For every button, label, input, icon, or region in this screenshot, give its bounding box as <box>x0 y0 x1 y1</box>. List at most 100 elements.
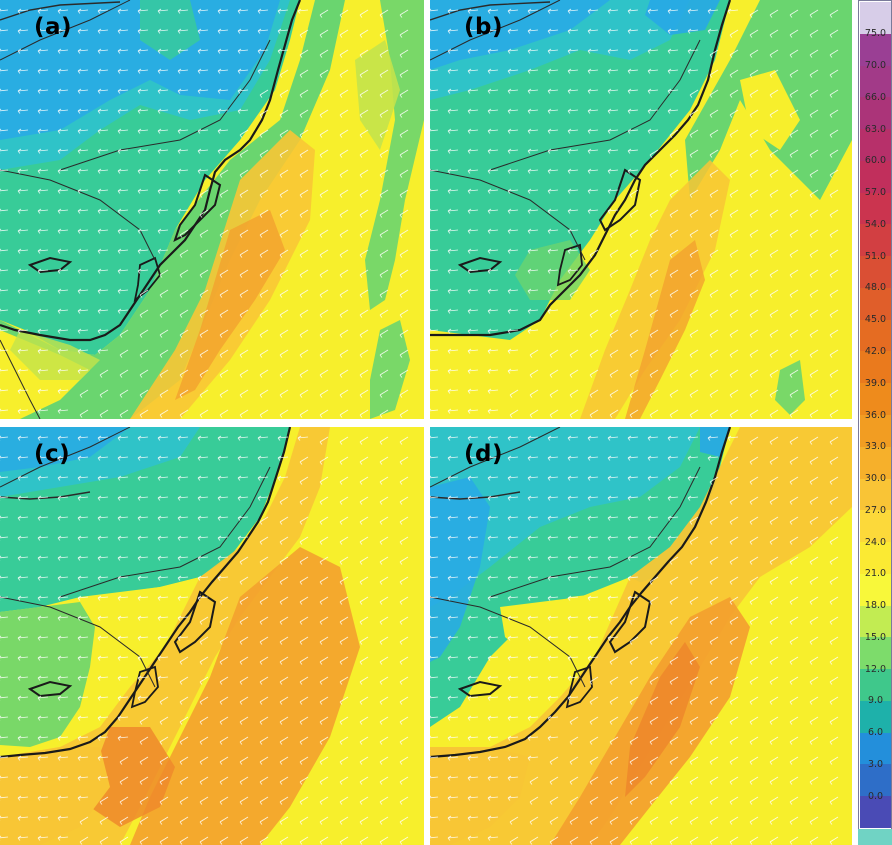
wind-arrow <box>669 229 679 238</box>
wind-arrow <box>829 756 839 765</box>
wind-arrow <box>467 368 479 374</box>
wind-arrow <box>159 389 169 398</box>
wind-arrow <box>587 535 599 541</box>
colorbar-tick-label: 24.0 <box>864 536 887 548</box>
wind-arrow <box>527 455 539 461</box>
wind-arrow <box>689 656 699 665</box>
wind-arrow <box>319 676 329 685</box>
wind-arrow <box>789 129 799 138</box>
wind-arrow <box>0 535 9 541</box>
wind-arrow <box>647 48 659 54</box>
wind-arrow <box>139 329 149 338</box>
wind-arrow <box>829 776 839 785</box>
wind-arrow <box>829 676 839 685</box>
wind-arrow <box>547 8 559 14</box>
wind-arrow <box>239 389 249 398</box>
wind-arrow <box>649 736 659 745</box>
wind-arrow <box>467 595 479 601</box>
wind-arrow <box>547 308 559 314</box>
wind-arrow <box>359 349 369 358</box>
wind-arrow <box>430 475 439 481</box>
wind-arrow <box>629 716 639 725</box>
wind-arrow <box>609 736 619 745</box>
wind-arrow <box>279 776 289 785</box>
wind-arrow <box>379 229 389 238</box>
wind-arrow <box>259 229 269 238</box>
wind-arrow <box>399 69 409 78</box>
wind-arrow <box>399 169 409 178</box>
wind-arrow <box>547 208 559 214</box>
wind-arrow <box>339 616 349 625</box>
wind-arrow <box>789 796 799 805</box>
wind-arrow <box>507 455 519 461</box>
wind-arrow <box>749 369 759 378</box>
wind-arrow <box>379 249 389 258</box>
wind-arrow <box>57 775 69 781</box>
wind-arrow <box>117 308 129 314</box>
wind-arrow <box>359 369 369 378</box>
wind-arrow <box>179 716 189 725</box>
wind-arrow <box>379 676 389 685</box>
wind-arrow <box>17 388 29 394</box>
wind-arrow <box>37 475 49 481</box>
colorbar-tick-label: 0.0 <box>867 790 884 802</box>
wind-arrow <box>279 289 289 298</box>
wind-arrow <box>139 289 149 298</box>
wind-arrow <box>669 189 679 198</box>
wind-arrow <box>219 209 229 218</box>
wind-arrow <box>607 555 619 561</box>
wind-arrow <box>0 368 9 374</box>
wind-arrow <box>567 108 579 114</box>
wind-arrow <box>339 556 349 565</box>
wind-arrow <box>809 89 819 98</box>
wind-arrow <box>487 348 499 354</box>
wind-arrow <box>0 455 9 461</box>
wind-arrow <box>649 309 659 318</box>
wind-arrow <box>217 68 229 74</box>
wind-arrow <box>77 288 89 294</box>
wind-arrow <box>299 636 309 645</box>
wind-arrow <box>789 636 799 645</box>
wind-arrow <box>569 756 579 765</box>
wind-arrow <box>157 68 169 74</box>
wind-arrow <box>139 349 149 358</box>
wind-arrow <box>239 696 249 705</box>
wind-arrow <box>749 636 759 645</box>
wind-arrow <box>447 575 459 581</box>
wind-arrow <box>789 616 799 625</box>
wind-arrow <box>57 8 69 14</box>
wind-arrow <box>279 756 289 765</box>
wind-arrow <box>709 329 719 338</box>
wind-arrow <box>749 796 759 805</box>
wind-arrow <box>179 369 189 378</box>
wind-arrow <box>589 409 599 418</box>
wind-arrow <box>749 576 759 585</box>
wind-arrow <box>527 635 539 641</box>
wind-arrow <box>769 129 779 138</box>
wind-arrow <box>467 435 479 441</box>
wind-arrow <box>359 329 369 338</box>
wind-arrow <box>117 48 129 54</box>
wind-arrow <box>609 249 619 258</box>
wind-arrow <box>177 188 189 194</box>
wind-arrow <box>809 496 819 505</box>
wind-arrow <box>567 615 579 621</box>
wind-arrow <box>319 576 329 585</box>
wind-arrow <box>609 836 619 845</box>
wind-arrow <box>97 495 109 501</box>
wind-arrow <box>37 755 49 761</box>
wind-arrow <box>197 575 209 581</box>
wind-arrow <box>319 269 329 278</box>
wind-arrow <box>529 409 539 418</box>
wind-arrow <box>219 289 229 298</box>
wind-arrow <box>749 409 759 418</box>
wind-arrow <box>299 696 309 705</box>
wind-arrow <box>647 455 659 461</box>
map-b-field <box>430 0 852 419</box>
wind-arrow <box>37 48 49 54</box>
wind-arrow <box>97 348 109 354</box>
wind-arrow <box>829 536 839 545</box>
wind-arrow <box>37 28 49 34</box>
wind-arrow <box>77 615 89 621</box>
wind-arrow <box>319 716 329 725</box>
